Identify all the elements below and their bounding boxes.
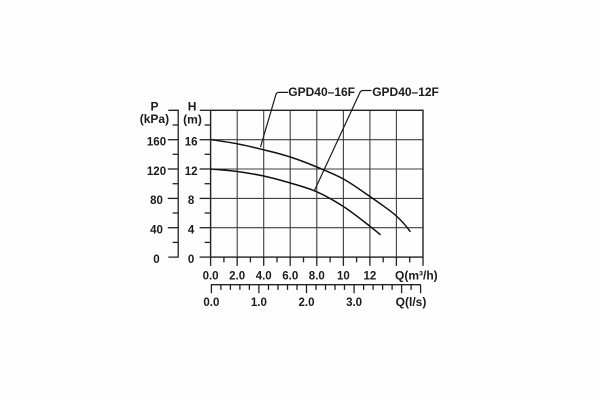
svg-text:Q(l/s): Q(l/s) xyxy=(396,295,427,309)
svg-text:2.0: 2.0 xyxy=(299,297,315,309)
svg-text:80: 80 xyxy=(150,195,163,207)
svg-text:10: 10 xyxy=(337,270,350,282)
svg-text:4: 4 xyxy=(188,225,195,237)
svg-text:12: 12 xyxy=(185,166,198,178)
svg-text:0.0: 0.0 xyxy=(203,270,219,282)
svg-text:GPD40–12F: GPD40–12F xyxy=(372,85,439,99)
svg-text:(kPa): (kPa) xyxy=(140,112,169,126)
svg-text:8: 8 xyxy=(188,195,195,207)
svg-text:2.0: 2.0 xyxy=(229,270,245,282)
svg-text:12: 12 xyxy=(364,270,377,282)
svg-text:H: H xyxy=(188,100,197,114)
svg-text:3.0: 3.0 xyxy=(346,297,362,309)
svg-text:(m): (m) xyxy=(183,112,202,126)
svg-text:0.0: 0.0 xyxy=(203,297,219,309)
svg-text:40: 40 xyxy=(150,225,163,237)
svg-text:0: 0 xyxy=(188,254,194,266)
svg-text:6.0: 6.0 xyxy=(282,270,298,282)
svg-text:120: 120 xyxy=(147,166,166,178)
svg-text:4.0: 4.0 xyxy=(256,270,272,282)
svg-text:8.0: 8.0 xyxy=(309,270,325,282)
svg-text:GPD40–16F: GPD40–16F xyxy=(288,85,355,99)
svg-text:1.0: 1.0 xyxy=(251,297,267,309)
svg-text:160: 160 xyxy=(147,136,166,148)
svg-text:P: P xyxy=(150,100,158,114)
svg-text:16: 16 xyxy=(185,136,198,148)
svg-text:Q(m³/h): Q(m³/h) xyxy=(395,268,438,282)
svg-text:0: 0 xyxy=(153,254,159,266)
